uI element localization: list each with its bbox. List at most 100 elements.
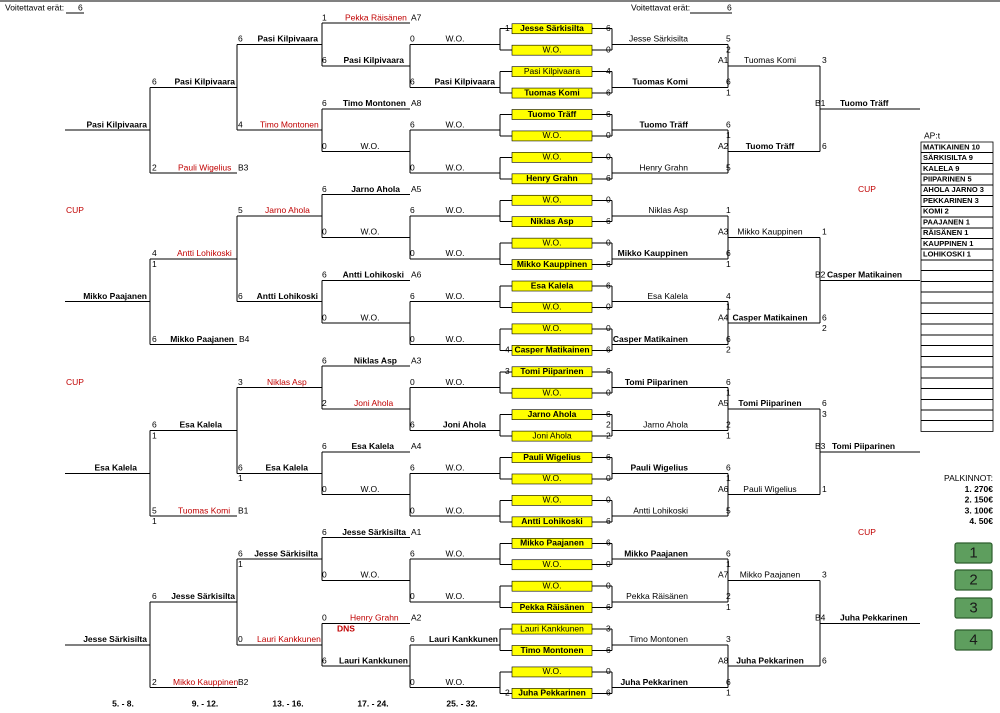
cell-text: Pekka Räisänen	[626, 591, 688, 601]
cell-text: Mikko Paajanen	[624, 548, 688, 558]
match-box	[511, 23, 593, 35]
cell-text: Esa Kalela	[647, 291, 688, 301]
cell-text: 3	[606, 623, 611, 633]
cell-text: 1	[726, 602, 731, 612]
cell-text: 6	[822, 398, 827, 408]
ap-row: MATIKAINEN 10	[923, 142, 980, 151]
cell-text: 5	[726, 162, 731, 172]
cell-text: 6	[238, 463, 243, 473]
cell-text: 1	[152, 430, 157, 440]
cell-text: Esa Kalela	[265, 463, 308, 473]
place-button-label: 3	[969, 599, 977, 616]
cell-text: 6	[606, 87, 611, 97]
match-box	[511, 495, 593, 506]
cell-text: W.O.	[446, 548, 465, 558]
cell-text: 6	[606, 345, 611, 355]
place-button	[954, 569, 993, 591]
cell-text: 6	[606, 538, 611, 548]
cell-text: CUP	[858, 527, 876, 537]
ap-table	[920, 141, 994, 432]
match-box	[511, 516, 593, 528]
box-text: W.O.	[543, 152, 562, 162]
cell-text: 6	[410, 77, 415, 87]
box-text: Esa Kalela	[531, 280, 574, 290]
cell-text: A7	[411, 12, 422, 22]
cell-text: 6	[152, 420, 157, 430]
cell-text: Joni Ahola	[443, 420, 486, 430]
cell-text: Tuomo Träff	[840, 98, 889, 108]
cell-text: W.O.	[446, 162, 465, 172]
cell-text: 0	[410, 34, 415, 44]
place-button	[954, 542, 993, 564]
cell-text: 6	[606, 516, 611, 526]
cell-text: 4	[606, 66, 611, 76]
cell-text: 0	[410, 505, 415, 515]
cell-text: 6	[822, 655, 827, 665]
cell-text: 1	[822, 227, 827, 237]
cell-text: Pauli Wigelius	[630, 463, 688, 473]
cell-text: 0	[606, 237, 611, 247]
cell-text: 1	[505, 23, 510, 33]
box-text: Casper Matikainen	[514, 345, 589, 355]
ap-row: SÄRKISILTA 9	[923, 153, 973, 162]
match-box	[511, 323, 593, 335]
ap-title: AP:t	[924, 130, 941, 140]
cell-text: 0	[322, 227, 327, 237]
box-text: W.O.	[543, 473, 562, 483]
cell-text: 2	[152, 677, 157, 687]
cell-text: 6	[726, 119, 731, 129]
cell-text: 6	[606, 259, 611, 269]
cell-text: Tomi Piiparinen	[832, 441, 895, 451]
cell-text: Timo Montonen	[260, 119, 319, 129]
cell-text: B2	[815, 270, 826, 280]
cell-text: 0	[322, 570, 327, 580]
cell-text: 6	[410, 205, 415, 215]
header-value: 6	[78, 2, 83, 12]
cell-text: 1	[726, 387, 731, 397]
cell-text: Pasi Kilpivaara	[87, 119, 148, 129]
cell-text: Tuomas Komi	[744, 55, 796, 65]
cell-text: 1	[152, 259, 157, 269]
cell-text: 6	[606, 602, 611, 612]
cell-text: W.O.	[361, 227, 380, 237]
match-box	[511, 452, 593, 463]
cell-text: 6	[726, 77, 731, 87]
cell-text: CUP	[66, 205, 84, 215]
cell-text: Mikko Kauppinen	[737, 227, 802, 237]
cell-text: 0	[606, 666, 611, 676]
cell-text: Pasi Kilpivaara	[258, 34, 319, 44]
round-label: 13. - 16.	[272, 698, 303, 708]
match-box	[511, 87, 593, 99]
match-box	[511, 130, 593, 142]
cell-text: 6	[152, 334, 157, 344]
cell-text: 6	[726, 248, 731, 258]
cell-text: Jarno Ahola	[265, 205, 310, 215]
cell-text: Casper Matikainen	[613, 334, 688, 344]
cell-text: 0	[322, 141, 327, 151]
ap-row: KAUPPINEN 1	[923, 239, 973, 248]
ap-row: PIIPARINEN 5	[923, 175, 972, 184]
cell-text: 1	[726, 688, 731, 698]
cell-text: 2	[505, 688, 510, 698]
cell-text: W.O.	[446, 591, 465, 601]
cell-text: B3	[238, 162, 249, 172]
cell-text: 0	[606, 580, 611, 590]
match-box	[511, 302, 593, 313]
match-box	[511, 366, 593, 378]
ap-row: LOHIKOSKI 1	[923, 250, 971, 259]
cell-text: W.O.	[361, 484, 380, 494]
cell-text: 1	[322, 12, 327, 22]
match-box	[511, 44, 593, 56]
cell-text: 0	[606, 302, 611, 312]
cell-text: W.O.	[446, 205, 465, 215]
cell-text: Tomi Piiparinen	[738, 398, 801, 408]
box-text: Jesse Särkisilta	[520, 23, 584, 33]
box-text: W.O.	[543, 195, 562, 205]
cell-text: 6	[606, 645, 611, 655]
cell-text: B4	[239, 334, 250, 344]
cell-text: A2	[718, 141, 729, 151]
box-text: Niklas Asp	[530, 216, 573, 226]
cell-text: 6	[410, 634, 415, 644]
match-box	[511, 645, 593, 656]
box-text: Lauri Kankkunen	[520, 623, 584, 633]
